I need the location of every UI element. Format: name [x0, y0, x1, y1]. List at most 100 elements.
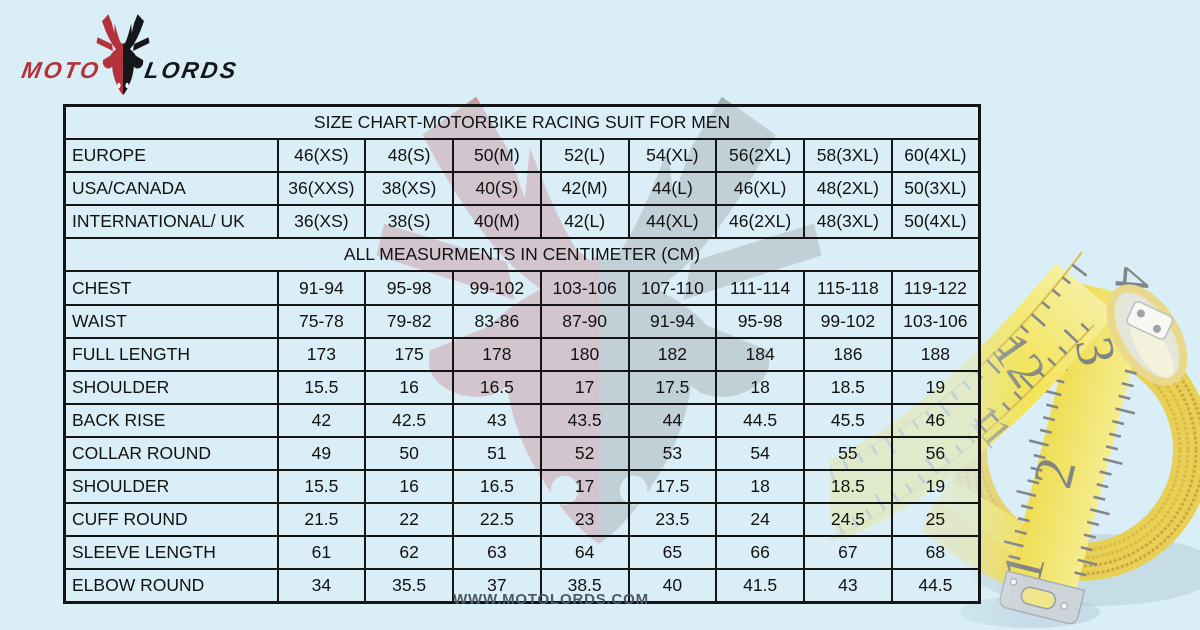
row-label: SHOULDER: [63, 369, 279, 405]
value-cell: 178: [452, 336, 542, 372]
value-cell: 111-114: [715, 270, 805, 306]
value-cell: 182: [627, 336, 718, 372]
value-cell: 16: [364, 369, 454, 405]
value-cell: 44.5: [715, 402, 805, 438]
table-row: EUROPE 46(XS) 48(S) 50(M) 52(L) 54(XL) 56(2XL)…: [63, 138, 981, 174]
value-cell: 50(M): [452, 138, 542, 174]
value-cell: 42(L): [539, 204, 630, 240]
value-cell: 44: [627, 402, 718, 438]
table-row: COLLAR ROUND 49 50 51 52 53 54 55 56: [63, 435, 981, 472]
value-cell: 53: [627, 435, 718, 472]
tape-tail: 2 1: [991, 283, 1161, 625]
value-cell: 42: [276, 402, 367, 438]
value-cell: 56(2XL): [715, 138, 805, 174]
value-cell: 42.5: [364, 402, 454, 438]
measurement-note: ALL MEASURMENTS IN CENTIMETER (CM): [63, 237, 981, 273]
value-cell: 38(XS): [364, 171, 454, 207]
value-cell: 175: [364, 336, 454, 372]
value-cell: 68: [890, 535, 981, 571]
value-cell: 43: [452, 402, 542, 438]
measurement-note-row: ALL MEASURMENTS IN CENTIMETER (CM): [63, 237, 981, 273]
value-cell: 44(XL): [627, 204, 718, 240]
table-row: SHOULDER 15.5 16 16.5 17 17.5 18 18.5 19: [63, 469, 981, 505]
value-cell: 58(3XL): [803, 138, 893, 174]
table-row: BACK RISE 42 42.5 43 43.5 44 44.5 45.5 46: [63, 402, 981, 438]
table-row: USA/CANADA 36(XXS) 38(XS) 40(S) 42(M) 44(L) 46…: [63, 171, 981, 207]
row-label: CHEST: [63, 270, 279, 306]
table-row: CUFF ROUND 21.5 22 22.5 23 23.5 24 24.5 25: [63, 502, 981, 538]
value-cell: 38.5: [539, 568, 630, 604]
value-cell: 46: [890, 402, 981, 438]
value-cell: 19: [890, 469, 981, 505]
value-cell: 17.5: [627, 369, 718, 405]
value-cell: 55: [803, 435, 893, 472]
value-cell: 91-94: [276, 270, 367, 306]
value-cell: 17: [539, 469, 630, 505]
value-cell: 46(XL): [715, 171, 805, 207]
value-cell: 107-110: [627, 270, 718, 306]
value-cell: 44.5: [890, 568, 981, 604]
logo-text-moto: MOTO: [19, 57, 103, 83]
row-label: SHOULDER: [63, 469, 279, 505]
value-cell: 95-98: [715, 303, 805, 339]
value-cell: 50: [364, 435, 454, 472]
value-cell: 37: [452, 568, 542, 604]
value-cell: 23.5: [627, 502, 718, 538]
value-cell: 63: [452, 535, 542, 571]
row-label: COLLAR ROUND: [63, 435, 279, 472]
value-cell: 48(S): [364, 138, 454, 174]
row-label: CUFF ROUND: [63, 502, 279, 538]
value-cell: 83-86: [452, 303, 542, 339]
logo-text-lords: LORDS: [142, 57, 240, 83]
value-cell: 51: [452, 435, 542, 472]
value-cell: 119-122: [890, 270, 981, 306]
value-cell: 21.5: [276, 502, 367, 538]
row-label: WAIST: [63, 303, 279, 339]
value-cell: 49: [276, 435, 367, 472]
row-label: USA/CANADA: [63, 171, 279, 207]
value-cell: 45.5: [803, 402, 893, 438]
value-cell: 25: [890, 502, 981, 538]
value-cell: 48(2XL): [803, 171, 893, 207]
motolords-emblem-icon: [96, 14, 150, 96]
value-cell: 75-78: [276, 303, 367, 339]
value-cell: 18: [715, 369, 805, 405]
value-cell: 19: [890, 369, 981, 405]
table-row: SLEEVE LENGTH 61 62 63 64 65 66 67 68: [63, 535, 981, 571]
value-cell: 40(S): [452, 171, 542, 207]
value-cell: 103-106: [539, 270, 630, 306]
value-cell: 54: [715, 435, 805, 472]
table-row: SHOULDER 15.5 16 16.5 17 17.5 18 18.5 19: [63, 369, 981, 405]
value-cell: 62: [364, 535, 454, 571]
value-cell: 46(2XL): [715, 204, 805, 240]
value-cell: 188: [890, 336, 981, 372]
row-label: INTERNATIONAL/ UK: [63, 204, 279, 240]
value-cell: 38(S): [364, 204, 454, 240]
value-cell: 66: [715, 535, 805, 571]
value-cell: 44(L): [627, 171, 718, 207]
value-cell: 173: [276, 336, 367, 372]
value-cell: 95-98: [364, 270, 454, 306]
value-cell: 65: [627, 535, 718, 571]
value-cell: 99-102: [452, 270, 542, 306]
value-cell: 40: [627, 568, 718, 604]
value-cell: 42(M): [539, 171, 630, 207]
value-cell: 18.5: [803, 369, 893, 405]
tape-curl-opening: [1106, 284, 1188, 386]
value-cell: 41.5: [715, 568, 805, 604]
table-row: WAIST 75-78 79-82 83-86 87-90 91-94 95-98 99-10…: [63, 303, 981, 339]
value-cell: 186: [803, 336, 893, 372]
tape-metal-clip: [999, 570, 1086, 625]
table-row: FULL LENGTH 173 175 178 180 182 184 186 188: [63, 336, 981, 372]
row-label: EUROPE: [63, 138, 279, 174]
row-label: FULL LENGTH: [63, 336, 279, 372]
value-cell: 34: [276, 568, 367, 604]
value-cell: 54(XL): [627, 138, 718, 174]
table-row: INTERNATIONAL/ UK 36(XS) 38(S) 40(M) 42(L) 44…: [63, 204, 981, 240]
row-label: SLEEVE LENGTH: [63, 535, 279, 571]
value-cell: 48(3XL): [803, 204, 893, 240]
value-cell: 22.5: [452, 502, 542, 538]
value-cell: 43: [803, 568, 893, 604]
value-cell: 18.5: [803, 469, 893, 505]
